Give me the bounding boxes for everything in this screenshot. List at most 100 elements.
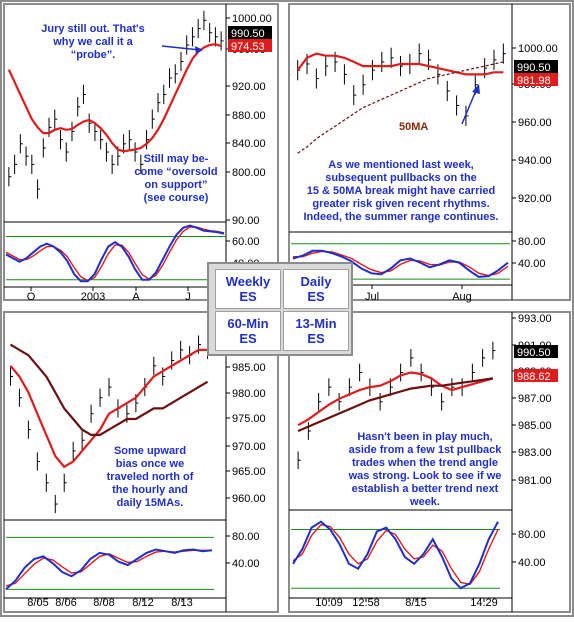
weekly-xtick-label: 2003 bbox=[81, 291, 105, 303]
min60-frame bbox=[3, 311, 279, 613]
min13-osc-ytick-label: 80.00 bbox=[518, 529, 546, 541]
weekly-note-oversold-line: Still may be- bbox=[144, 153, 209, 165]
daily-arrow-head bbox=[472, 84, 480, 94]
min13-osc-fast-line bbox=[292, 520, 499, 590]
min13-ytick-label: 985.00 bbox=[518, 420, 552, 432]
weekly-xtick-label: J bbox=[185, 291, 191, 303]
daily-xtick-label: Aug bbox=[452, 291, 472, 303]
min13-note-trend-line: week. bbox=[409, 496, 440, 508]
min60-ytick-label: 975.00 bbox=[232, 413, 266, 425]
min60-osc-ytick-label: 40.00 bbox=[232, 558, 260, 570]
weekly-note-probe-line: Jury still out. That's bbox=[41, 23, 144, 35]
min13-ytick-label: 993.00 bbox=[518, 313, 552, 325]
min60-note-upward-bias-line: traveled north of bbox=[107, 471, 194, 483]
min13-note-trend-line: aside from a few 1st pullback bbox=[349, 444, 503, 456]
weekly-osc-ytick-label: 90.00 bbox=[232, 215, 260, 227]
min60-chart: 985.00 980.00 975.00 970.00 965.00 960.00 80.0… bbox=[4, 312, 266, 612]
min60-ytick-label: 970.00 bbox=[232, 441, 266, 453]
daily-frame bbox=[288, 3, 571, 301]
min60-xtick-label: 8/12 bbox=[132, 597, 153, 609]
timeframe-legend: Weekly ES Daily ES 60-Min ES 13-Min ES bbox=[207, 262, 353, 356]
min60-xtick-label: 8/08 bbox=[93, 597, 114, 609]
weekly-price-badge bbox=[228, 39, 272, 52]
weekly-price-badge-label: 990.50 bbox=[231, 28, 265, 40]
daily-arrow bbox=[461, 87, 478, 125]
daily-note-summer-range-line: greater risk given recent rhythms. bbox=[312, 198, 489, 210]
legend-13min-line1: 13-Min bbox=[295, 316, 337, 331]
weekly-ytick-label: 840.00 bbox=[232, 138, 266, 150]
min13-ma-slow-line bbox=[297, 377, 494, 433]
legend-daily-line2: ES bbox=[307, 289, 325, 304]
min13-ytick-label: 981.00 bbox=[518, 475, 552, 487]
min13-ytick-label: 987.00 bbox=[518, 393, 552, 405]
min60-ytick-label: 965.00 bbox=[232, 466, 266, 478]
min60-xtick-label: 8/06 bbox=[55, 597, 76, 609]
min60-osc-fast-line bbox=[5, 548, 213, 591]
weekly-arrow-head bbox=[195, 46, 203, 54]
daily-osc-ytick-label: 40.00 bbox=[518, 258, 546, 270]
weekly-ytick-label: 880.00 bbox=[232, 110, 266, 122]
weekly-note-oversold-line: (see course) bbox=[144, 192, 209, 204]
legend-13min-line2: ES bbox=[307, 331, 325, 346]
weekly-ma-fast-line bbox=[7, 43, 222, 153]
weekly-frame bbox=[3, 3, 279, 301]
min13-osc-ytick-label: 40.00 bbox=[518, 557, 546, 569]
min13-ytick-label: 983.00 bbox=[518, 447, 552, 459]
daily-price-badge-label: 981.98 bbox=[517, 75, 551, 87]
weekly-ytick-label: 800.00 bbox=[232, 167, 266, 179]
weekly-osc-fast-line bbox=[5, 224, 225, 283]
weekly-xtick-label: O bbox=[27, 291, 36, 303]
min60-xtick-label: 8/05 bbox=[27, 597, 48, 609]
min13-xtick-label: 8/15 bbox=[405, 597, 426, 609]
daily-ytick-label: 920.00 bbox=[518, 193, 552, 205]
min13-price-badge bbox=[514, 345, 558, 358]
weekly-arrow bbox=[161, 45, 201, 51]
daily-ma-slow-line bbox=[297, 61, 504, 154]
legend-13min: 13-Min ES bbox=[283, 311, 349, 351]
legend-weekly-line2: ES bbox=[239, 289, 257, 304]
min13-note-trend-line: trades when the trend angle bbox=[352, 457, 498, 469]
legend-daily-line1: Daily bbox=[300, 274, 332, 289]
daily-ytick-label: 960.00 bbox=[518, 117, 552, 129]
legend-60min-line1: 60-Min bbox=[227, 316, 269, 331]
weekly-note-oversold-line: on support” bbox=[145, 179, 208, 191]
min60-ma-slow-line bbox=[9, 343, 209, 436]
min60-ytick-label: 980.00 bbox=[232, 388, 266, 400]
min60-ytick-label: 960.00 bbox=[232, 493, 266, 505]
min60-xtick-label: 8/13 bbox=[171, 597, 192, 609]
min13-ma-fast-line bbox=[297, 371, 494, 427]
weekly-ytick-label: 1000.00 bbox=[232, 13, 272, 25]
weekly-note-probe-line: why we call it a bbox=[52, 36, 133, 48]
daily-xtick-label: Jul bbox=[365, 291, 379, 303]
daily-osc-fast-line bbox=[292, 249, 509, 278]
weekly-price-badge-label: 974.53 bbox=[231, 41, 265, 53]
daily-50ma-label: 50MA bbox=[399, 121, 428, 133]
min13-frame bbox=[288, 311, 571, 613]
min13-note-trend-line: Hasn't been in play much, bbox=[357, 431, 492, 443]
min13-xtick-label: 14:29 bbox=[470, 597, 498, 609]
legend-60min: 60-Min ES bbox=[215, 311, 281, 351]
daily-note-summer-range-line: As we mentioned last week, bbox=[328, 159, 474, 171]
min13-xtick-label: 12:58 bbox=[352, 597, 380, 609]
legend-daily: Daily ES bbox=[283, 269, 349, 309]
legend-weekly: Weekly ES bbox=[215, 269, 281, 309]
daily-price-badge-label: 990.50 bbox=[517, 62, 551, 74]
daily-note-summer-range-line: Indeed, the summer range continues. bbox=[304, 211, 499, 223]
daily-osc-ytick-label: 80.00 bbox=[518, 236, 546, 248]
min60-note-upward-bias-line: daily 15MAs. bbox=[117, 497, 184, 509]
weekly-osc-slow-line bbox=[5, 226, 225, 282]
daily-price-badge bbox=[514, 73, 558, 86]
min13-price-badge-label: 990.50 bbox=[517, 347, 551, 359]
min60-ma-fast-line bbox=[9, 348, 208, 469]
min13-price-badge bbox=[514, 369, 558, 382]
weekly-note-probe-line: “probe”. bbox=[71, 49, 116, 61]
weekly-note-oversold-line: come “oversold bbox=[134, 166, 217, 178]
min13-note-trend-line: establish a better trend next bbox=[352, 483, 499, 495]
weekly-xtick-label: A bbox=[132, 291, 140, 303]
weekly-chart: 1000.00960.00920.00880.00840.00800.0090.… bbox=[4, 4, 272, 303]
min60-note-upward-bias-line: the hourly and bbox=[112, 484, 188, 496]
min60-note-upward-bias-line: Some upward bbox=[114, 445, 186, 457]
min60-ytick-label: 985.00 bbox=[232, 362, 266, 374]
